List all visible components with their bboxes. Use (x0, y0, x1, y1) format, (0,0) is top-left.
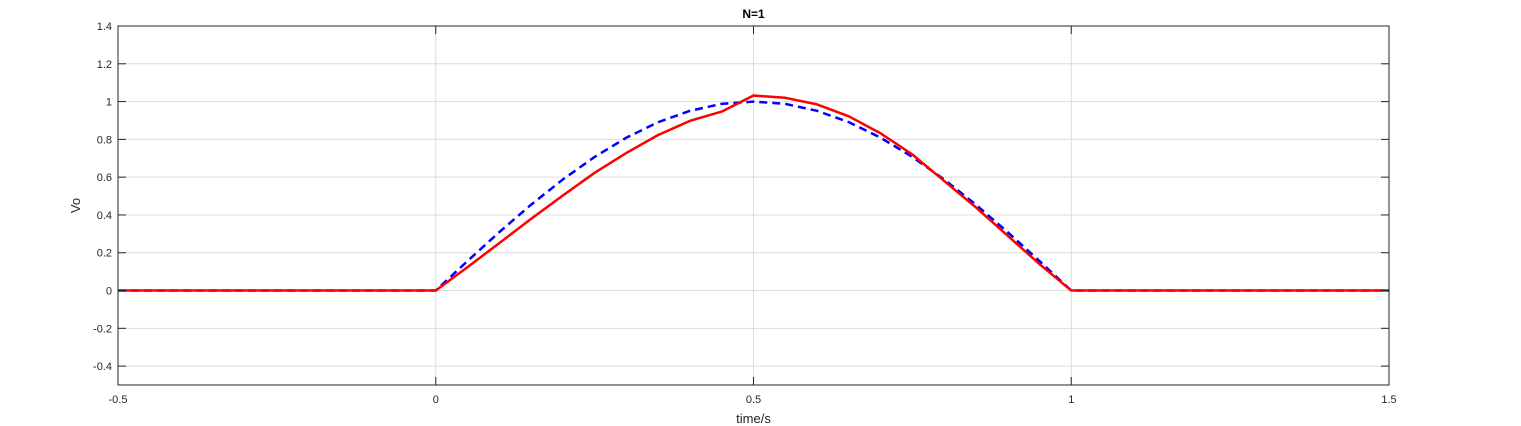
x-tick-label: 1.5 (1381, 394, 1396, 406)
y-tick-label: -0.2 (93, 323, 112, 335)
y-tick-label: 0.6 (97, 172, 112, 184)
x-tick-label: -0.5 (109, 394, 128, 406)
x-tick-label: 0.5 (746, 394, 761, 406)
x-tick-label: 0 (433, 394, 439, 406)
chart-title: N=1 (742, 7, 765, 21)
y-tick-labels: -0.4 -0.2 0 0.2 0.4 0.6 0.8 1 1.2 1.4 (93, 21, 112, 373)
series-dashed-line (118, 100, 1389, 292)
x-tick-label: 1 (1068, 394, 1074, 406)
y-axis-label: Vo (68, 198, 83, 213)
series-lines (118, 94, 1389, 292)
x-tick-labels: -0.5 0 0.5 1 1.5 (109, 394, 1397, 406)
y-tick-label: 0.8 (97, 134, 112, 146)
y-tick-label: 1.2 (97, 59, 112, 71)
y-tick-label: 0 (106, 286, 112, 298)
axis-ticks (117, 25, 1390, 385)
y-tick-label: 1.4 (97, 21, 112, 33)
y-tick-label: 0.4 (97, 210, 112, 222)
y-tick-label: -0.4 (93, 361, 112, 373)
y-tick-label: 1 (106, 97, 112, 109)
series-solid-line (118, 94, 1389, 292)
y-tick-label: 0.2 (97, 248, 112, 260)
x-axis-label: time/s (736, 411, 771, 426)
